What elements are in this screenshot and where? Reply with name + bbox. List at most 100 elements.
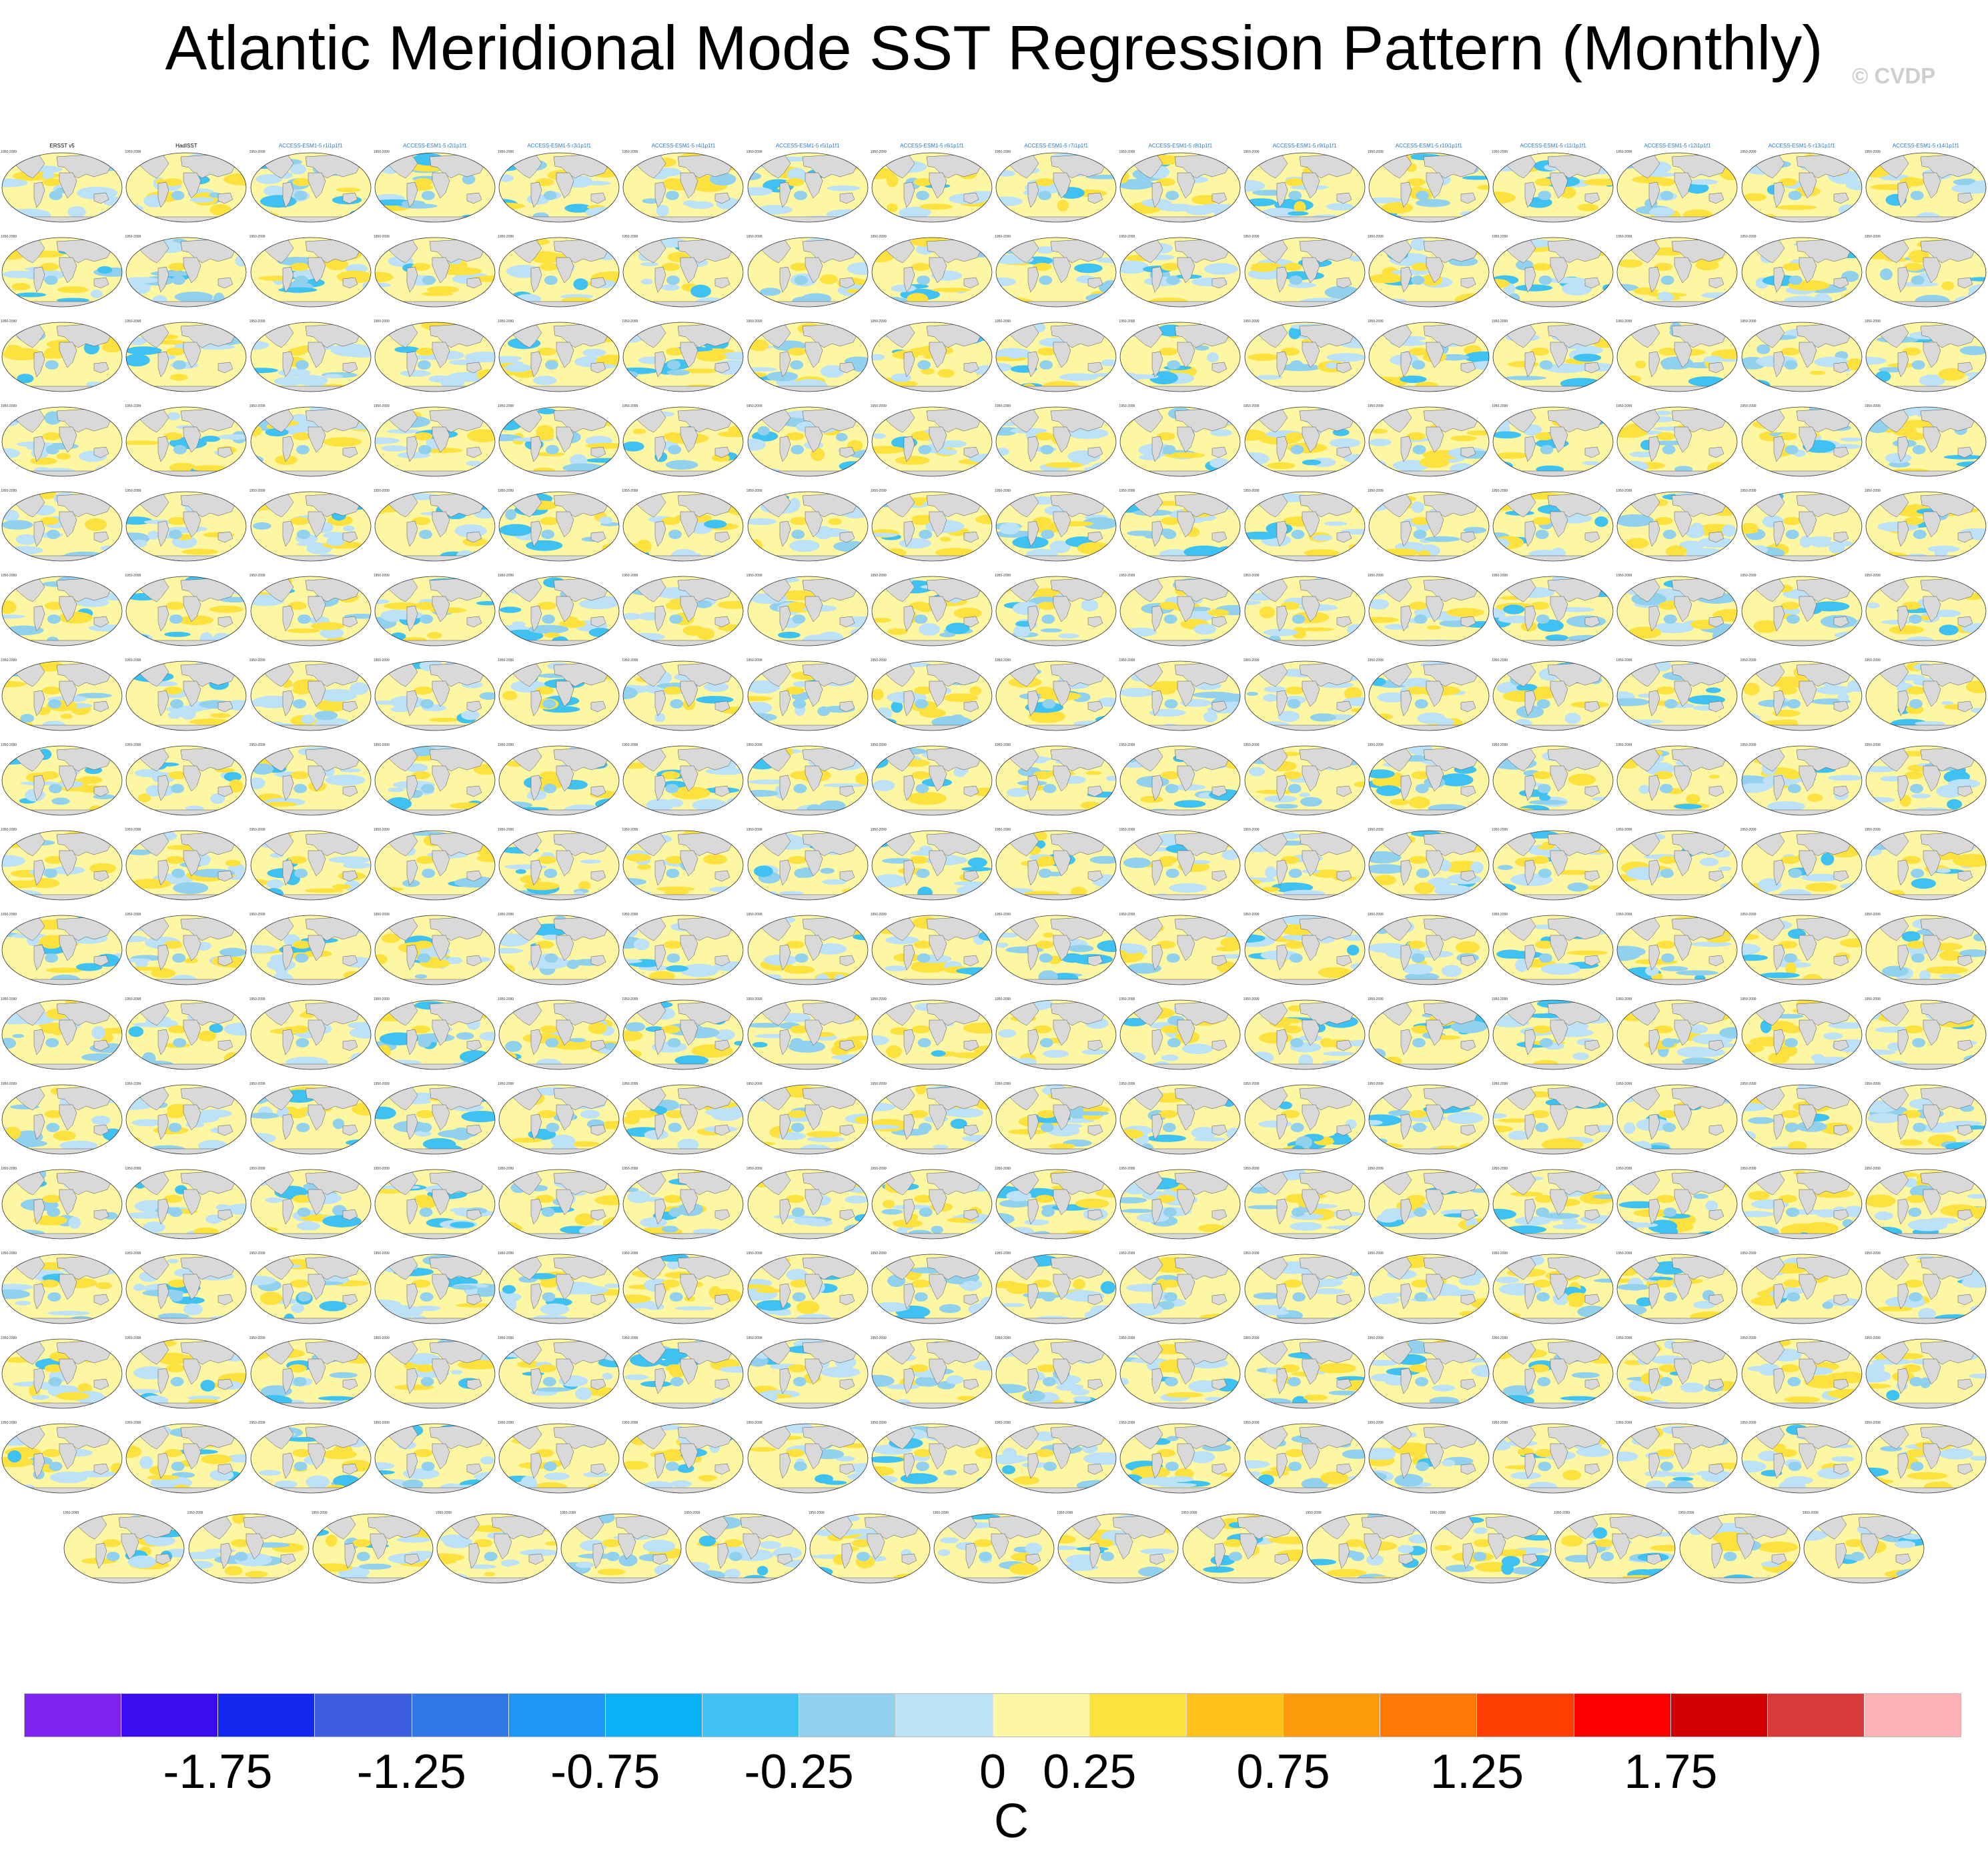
panel-year-range: 1950-2099	[1119, 404, 1135, 408]
map-panel: 1950-2099	[498, 652, 620, 733]
map-panel: 1950-2099	[747, 1160, 869, 1241]
world-map	[125, 576, 247, 646]
panel-year-range: 1950-2099	[870, 658, 887, 662]
panel-year-range: 1950-2099	[373, 658, 390, 662]
panel-year-range: 1950-2099	[1864, 1336, 1881, 1340]
panel-year-range: 1950-2099	[1243, 658, 1260, 662]
world-map	[1119, 322, 1241, 392]
map-panel: 1950-2099	[1616, 652, 1738, 733]
panel-year-range: 1950-2099	[622, 658, 638, 662]
panel-year-range: 1950-2099	[870, 1167, 887, 1171]
colorbar-swatch	[702, 1694, 800, 1737]
panel-year-range: 1950-2099	[373, 574, 390, 578]
world-map	[1368, 152, 1490, 223]
colorbar-tick-label: 0.25	[1043, 1745, 1137, 1799]
world-map	[1244, 1423, 1366, 1494]
world-map	[1, 576, 123, 646]
panel-year-range: 1950-2099	[1740, 574, 1757, 578]
panel-year-range: 1950-2099	[373, 997, 390, 1001]
map-panel: 1950-2099	[498, 1330, 620, 1410]
panel-year-range: 1950-2099	[1367, 1082, 1384, 1086]
panel-title: ACCESS-ESM1-5 r10i1p1f1	[1395, 143, 1462, 149]
panel-year-range: 1950-2099	[1740, 235, 1757, 239]
map-panel: 1950-2099	[1865, 821, 1987, 902]
world-map	[1368, 491, 1490, 562]
panel-year-range: 1950-2099	[125, 235, 141, 239]
world-map	[995, 491, 1117, 562]
world-map	[1244, 576, 1366, 646]
panel-year-range: 1950-2099	[436, 1511, 452, 1515]
world-map	[250, 491, 372, 562]
world-map	[1119, 1338, 1241, 1409]
map-panel: 1950-2099	[871, 567, 993, 648]
panel-year-range: 1950-2099	[125, 658, 141, 662]
map-panel: 1950-2099	[560, 1504, 682, 1585]
map-panel: 1950-2099	[374, 652, 496, 733]
map-panel: 1950-2099	[995, 313, 1117, 394]
map-panel: 1950-2099	[871, 1075, 993, 1156]
colorbar-tick-label: 1.25	[1430, 1745, 1524, 1799]
map-panel: 1950-2099	[995, 906, 1117, 987]
panel-year-range: 1950-2099	[746, 320, 763, 324]
panel-year-range: 1950-2099	[1864, 150, 1881, 154]
panel-year-range: 1950-2099	[1243, 1421, 1260, 1425]
map-panel: ACCESS-ESM1-5 r2i1p1f1 1950-2099	[374, 143, 496, 224]
map-panel: 1950-2099	[250, 737, 372, 817]
map-panel: 1950-2099	[1119, 1330, 1241, 1410]
panel-year-range: 1950-2099	[995, 997, 1011, 1001]
world-map	[1679, 1513, 1800, 1584]
map-panel: 1950-2099	[747, 567, 869, 648]
map-panel: 1950-2099	[125, 737, 247, 817]
panel-year-range: 1950-2099	[1243, 404, 1260, 408]
world-map	[1616, 660, 1738, 731]
panel-year-range: 1950-2099	[1492, 150, 1508, 154]
world-map	[1741, 406, 1863, 477]
map-panel: 1950-2099	[995, 1075, 1117, 1156]
panel-year-range: 1950-2099	[498, 1167, 514, 1171]
world-map	[747, 745, 869, 816]
map-panel: ACCESS-ESM1-5 r14i1p1f1 1950-2099	[1865, 143, 1987, 224]
panel-year-range: 1950-2099	[125, 1252, 141, 1256]
colorbar-tick-label: 1.75	[1624, 1745, 1718, 1799]
map-panel: 1950-2099	[498, 228, 620, 309]
world-map	[747, 322, 869, 392]
map-panel: 1950-2099	[1865, 398, 1987, 478]
map-panel: 1950-2099	[498, 1414, 620, 1495]
world-map	[250, 830, 372, 901]
map-panel: 1950-2099	[1, 1160, 123, 1241]
panel-year-range: 1950-2099	[1740, 1252, 1757, 1256]
map-panel: ERSST v5 1950-2099	[1, 143, 123, 224]
panel-year-range: 1950-2099	[1492, 1252, 1508, 1256]
map-panel: 1950-2099	[1741, 482, 1863, 563]
map-panel: 1950-2099	[622, 821, 744, 902]
panel-year-range: 1950-2099	[125, 1167, 141, 1171]
world-map	[1119, 406, 1241, 477]
world-map	[1, 237, 123, 308]
panel-year-range: 1950-2099	[1802, 1511, 1819, 1515]
panel-year-range: 1950-2099	[560, 1511, 576, 1515]
map-panel: 1950-2099	[125, 1075, 247, 1156]
panel-year-range: 1950-2099	[1616, 1421, 1632, 1425]
panel-year-range: 1950-2099	[1367, 997, 1384, 1001]
panel-year-range: 1950-2099	[1492, 235, 1508, 239]
panel-year-range: 1950-2099	[125, 828, 141, 832]
panel-year-range: 1950-2099	[1492, 1167, 1508, 1171]
world-map	[250, 1338, 372, 1409]
map-panel: 1950-2099	[125, 821, 247, 902]
world-map	[1492, 915, 1614, 985]
world-map	[1, 322, 123, 392]
world-map	[1244, 491, 1366, 562]
world-map	[622, 999, 744, 1070]
world-map	[125, 1338, 247, 1409]
world-map	[498, 152, 620, 223]
panel-year-range: 1950-2099	[870, 574, 887, 578]
colorbar-swatch	[1864, 1694, 1961, 1737]
map-panel: 1950-2099	[374, 228, 496, 309]
panel-year-range: 1950-2099	[1367, 1252, 1384, 1256]
world-map	[125, 1084, 247, 1155]
world-map	[622, 491, 744, 562]
map-panel: 1950-2099	[250, 1160, 372, 1241]
map-panel: 1950-2099	[747, 1414, 869, 1495]
world-map	[498, 1338, 620, 1409]
panel-year-range: 1950-2099	[622, 489, 638, 493]
